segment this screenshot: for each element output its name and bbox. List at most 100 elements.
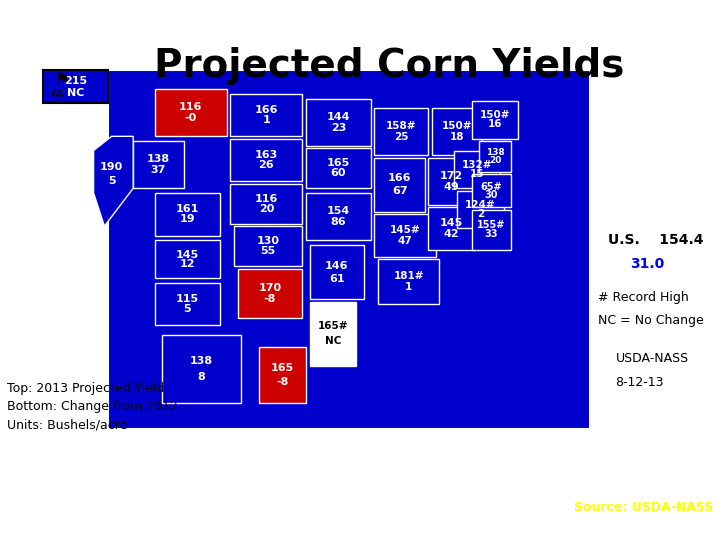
Text: 116: 116	[255, 194, 278, 204]
Text: 60: 60	[330, 168, 346, 178]
Text: USDA-NASS: USDA-NASS	[616, 352, 689, 365]
Bar	[310, 302, 356, 366]
Text: 215: 215	[64, 76, 87, 86]
Text: 165: 165	[327, 158, 350, 168]
Text: 1: 1	[405, 282, 413, 292]
Text: 181#: 181#	[393, 271, 424, 281]
Bar	[108, 70, 590, 429]
Text: 150#: 150#	[480, 110, 510, 120]
Text: 20: 20	[258, 204, 274, 213]
Text: 30: 30	[485, 190, 498, 200]
Bar	[374, 108, 428, 156]
Text: 116: 116	[179, 102, 202, 112]
Text: Extension and Outreach/Department of Economics: Extension and Outreach/Department of Eco…	[7, 525, 272, 535]
Text: NC = No Change: NC = No Change	[598, 314, 703, 327]
Text: 145#: 145#	[390, 226, 420, 235]
Bar	[230, 139, 302, 181]
Text: WA: WA	[50, 90, 64, 98]
Text: -0: -0	[184, 113, 197, 124]
Text: 8-12-13: 8-12-13	[616, 375, 664, 389]
Text: 166: 166	[255, 105, 278, 115]
Bar	[432, 108, 482, 156]
Text: 12: 12	[179, 259, 195, 269]
Bar	[472, 101, 518, 139]
Text: 8: 8	[198, 372, 205, 382]
Bar	[259, 347, 306, 403]
Text: 144: 144	[327, 111, 350, 122]
Bar	[472, 210, 511, 249]
Text: 163: 163	[255, 150, 278, 160]
Bar	[479, 141, 511, 172]
Text: 1: 1	[263, 115, 270, 125]
Bar	[133, 141, 184, 188]
Bar	[306, 193, 371, 240]
Text: 2: 2	[477, 209, 485, 219]
Text: 165: 165	[271, 363, 294, 373]
Text: 33: 33	[485, 230, 498, 239]
Text: 172: 172	[440, 171, 464, 180]
Bar	[374, 214, 436, 257]
Text: 19: 19	[179, 214, 195, 225]
Bar	[428, 207, 475, 249]
Text: 86: 86	[330, 217, 346, 227]
Text: 146: 146	[325, 261, 348, 271]
Text: 132#: 132#	[462, 160, 492, 170]
Text: 65#: 65#	[480, 182, 503, 192]
Text: 145: 145	[176, 249, 199, 260]
Text: NC: NC	[325, 336, 341, 346]
Polygon shape	[94, 137, 133, 226]
Text: 49: 49	[444, 182, 459, 192]
Bar	[428, 158, 475, 205]
Text: -8: -8	[264, 294, 276, 305]
Text: 15: 15	[469, 169, 485, 179]
Text: # Record High: # Record High	[598, 291, 688, 303]
Bar	[155, 89, 227, 137]
Text: NC: NC	[67, 88, 84, 98]
Text: Top: 2013 Projected Yield
Bottom: Change from 2012
Units: Bushels/acre: Top: 2013 Projected Yield Bottom: Change…	[7, 382, 178, 431]
Bar	[155, 283, 220, 325]
Text: 115: 115	[176, 294, 199, 304]
Text: 5: 5	[184, 304, 191, 314]
Bar	[43, 70, 108, 103]
Text: 5: 5	[108, 176, 115, 186]
Text: 47: 47	[397, 235, 413, 246]
Text: 170: 170	[258, 282, 282, 293]
Text: 25: 25	[394, 132, 409, 143]
Text: 154: 154	[327, 206, 350, 216]
Text: 18: 18	[450, 132, 464, 143]
Bar	[306, 148, 371, 188]
Bar	[162, 335, 241, 403]
Text: IOWA STATE UNIVERSITY: IOWA STATE UNIVERSITY	[7, 501, 233, 515]
Bar	[155, 240, 220, 278]
Text: ⚑: ⚑	[54, 71, 68, 89]
Text: 145: 145	[440, 218, 464, 228]
Bar	[310, 245, 364, 299]
Text: 130: 130	[257, 237, 279, 246]
Text: 67: 67	[392, 186, 408, 197]
Text: 37: 37	[150, 165, 166, 176]
Text: 190: 190	[100, 162, 123, 172]
Text: 165#: 165#	[318, 321, 348, 331]
Text: 31.0: 31.0	[630, 257, 665, 271]
Text: 155#: 155#	[477, 220, 505, 230]
Text: 16: 16	[487, 119, 503, 130]
Text: 20: 20	[489, 156, 501, 165]
Bar	[457, 191, 504, 228]
Text: 42: 42	[444, 228, 459, 239]
Bar	[230, 184, 302, 224]
Bar	[374, 158, 425, 212]
Text: 138: 138	[485, 148, 505, 157]
Text: 158#: 158#	[386, 121, 417, 131]
Bar	[306, 98, 371, 146]
Text: 138: 138	[147, 154, 170, 164]
Text: -8: -8	[276, 377, 289, 387]
Text: Source: USDA-NASS: Source: USDA-NASS	[574, 501, 713, 514]
Text: 161: 161	[176, 204, 199, 214]
Text: 55: 55	[261, 246, 276, 256]
Bar	[155, 193, 220, 235]
Bar	[472, 174, 511, 207]
Text: Projected Corn Yields: Projected Corn Yields	[153, 46, 624, 85]
Bar	[238, 269, 302, 318]
Text: 26: 26	[258, 160, 274, 170]
Text: 124#: 124#	[465, 200, 496, 210]
